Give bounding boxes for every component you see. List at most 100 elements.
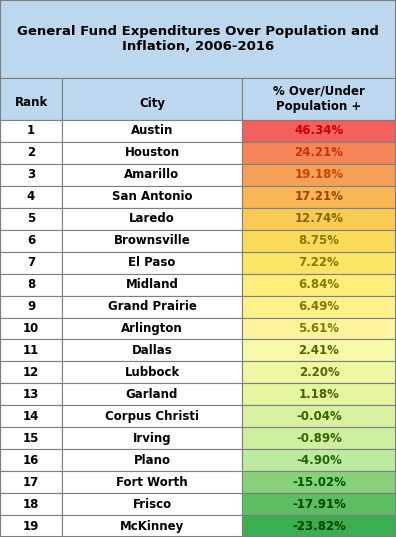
Bar bbox=[242, 164, 396, 186]
Text: 8: 8 bbox=[27, 278, 35, 291]
Text: 19.18%: 19.18% bbox=[295, 169, 344, 182]
Bar bbox=[242, 339, 396, 361]
Text: 15: 15 bbox=[23, 432, 39, 445]
Text: 17: 17 bbox=[23, 476, 39, 489]
Text: 16: 16 bbox=[23, 454, 39, 467]
Text: McKinney: McKinney bbox=[120, 519, 184, 533]
Bar bbox=[242, 427, 396, 449]
Text: Frisco: Frisco bbox=[132, 498, 171, 511]
Text: Lubbock: Lubbock bbox=[124, 366, 180, 379]
Text: 2.41%: 2.41% bbox=[299, 344, 339, 357]
Bar bbox=[242, 120, 396, 142]
Bar bbox=[242, 274, 396, 295]
Text: Brownsville: Brownsville bbox=[114, 234, 190, 247]
Text: Dallas: Dallas bbox=[131, 344, 172, 357]
Bar bbox=[0, 383, 62, 405]
Text: Corpus Christi: Corpus Christi bbox=[105, 410, 199, 423]
Text: 1.18%: 1.18% bbox=[299, 388, 339, 401]
Bar bbox=[62, 515, 242, 537]
Bar bbox=[242, 471, 396, 493]
Bar bbox=[0, 142, 62, 164]
Bar bbox=[242, 295, 396, 317]
Bar bbox=[0, 427, 62, 449]
Text: San Antonio: San Antonio bbox=[112, 190, 192, 204]
Bar bbox=[62, 164, 242, 186]
Text: 6.84%: 6.84% bbox=[299, 278, 339, 291]
Bar bbox=[242, 317, 396, 339]
Bar bbox=[62, 427, 242, 449]
Bar bbox=[62, 120, 242, 142]
Text: Laredo: Laredo bbox=[129, 212, 175, 225]
Bar bbox=[62, 317, 242, 339]
Bar bbox=[0, 405, 62, 427]
Bar bbox=[242, 142, 396, 164]
Bar bbox=[62, 230, 242, 252]
Bar bbox=[0, 208, 62, 230]
Text: Fort Worth: Fort Worth bbox=[116, 476, 188, 489]
Bar bbox=[62, 405, 242, 427]
Text: -15.02%: -15.02% bbox=[292, 476, 346, 489]
Text: 9: 9 bbox=[27, 300, 35, 313]
Bar bbox=[0, 78, 62, 120]
Bar bbox=[62, 142, 242, 164]
Text: 13: 13 bbox=[23, 388, 39, 401]
Bar bbox=[242, 515, 396, 537]
Bar bbox=[0, 120, 62, 142]
Bar bbox=[242, 361, 396, 383]
Bar bbox=[62, 449, 242, 471]
Text: Grand Prairie: Grand Prairie bbox=[108, 300, 196, 313]
Text: 5.61%: 5.61% bbox=[299, 322, 339, 335]
Text: Houston: Houston bbox=[124, 147, 179, 159]
Text: 24.21%: 24.21% bbox=[295, 147, 343, 159]
Text: Arlington: Arlington bbox=[121, 322, 183, 335]
Text: 8.75%: 8.75% bbox=[299, 234, 339, 247]
Text: General Fund Expenditures Over Population and
Inflation, 2006-2016: General Fund Expenditures Over Populatio… bbox=[17, 25, 379, 53]
Bar bbox=[0, 339, 62, 361]
Bar bbox=[0, 515, 62, 537]
Text: 10: 10 bbox=[23, 322, 39, 335]
Bar bbox=[242, 186, 396, 208]
Bar bbox=[62, 186, 242, 208]
Bar bbox=[62, 493, 242, 515]
Text: Amarillo: Amarillo bbox=[124, 169, 179, 182]
Text: Rank: Rank bbox=[14, 97, 48, 110]
Bar bbox=[0, 295, 62, 317]
Text: Plano: Plano bbox=[133, 454, 171, 467]
Bar bbox=[62, 252, 242, 274]
Bar bbox=[62, 78, 242, 120]
Text: 4: 4 bbox=[27, 190, 35, 204]
Text: 5: 5 bbox=[27, 212, 35, 225]
Bar bbox=[62, 295, 242, 317]
Bar bbox=[242, 252, 396, 274]
Text: 11: 11 bbox=[23, 344, 39, 357]
Text: 17.21%: 17.21% bbox=[295, 190, 343, 204]
Text: -4.90%: -4.90% bbox=[296, 454, 342, 467]
Text: -23.82%: -23.82% bbox=[292, 519, 346, 533]
Text: 6: 6 bbox=[27, 234, 35, 247]
Bar bbox=[0, 186, 62, 208]
Text: % Over/Under
Population +: % Over/Under Population + bbox=[273, 85, 365, 113]
Bar bbox=[0, 471, 62, 493]
Text: -0.89%: -0.89% bbox=[296, 432, 342, 445]
Text: 7: 7 bbox=[27, 256, 35, 269]
Bar bbox=[0, 0, 396, 78]
Bar bbox=[62, 361, 242, 383]
Bar bbox=[0, 361, 62, 383]
Bar bbox=[0, 317, 62, 339]
Text: -0.04%: -0.04% bbox=[296, 410, 342, 423]
Text: 12: 12 bbox=[23, 366, 39, 379]
Bar bbox=[0, 274, 62, 295]
Text: Midland: Midland bbox=[126, 278, 179, 291]
Bar bbox=[0, 449, 62, 471]
Bar bbox=[0, 164, 62, 186]
Text: 12.74%: 12.74% bbox=[295, 212, 343, 225]
Bar bbox=[242, 405, 396, 427]
Bar bbox=[62, 339, 242, 361]
Bar bbox=[242, 383, 396, 405]
Bar bbox=[62, 274, 242, 295]
Text: 14: 14 bbox=[23, 410, 39, 423]
Text: 1: 1 bbox=[27, 125, 35, 137]
Bar bbox=[0, 252, 62, 274]
Bar bbox=[242, 230, 396, 252]
Text: City: City bbox=[139, 97, 165, 110]
